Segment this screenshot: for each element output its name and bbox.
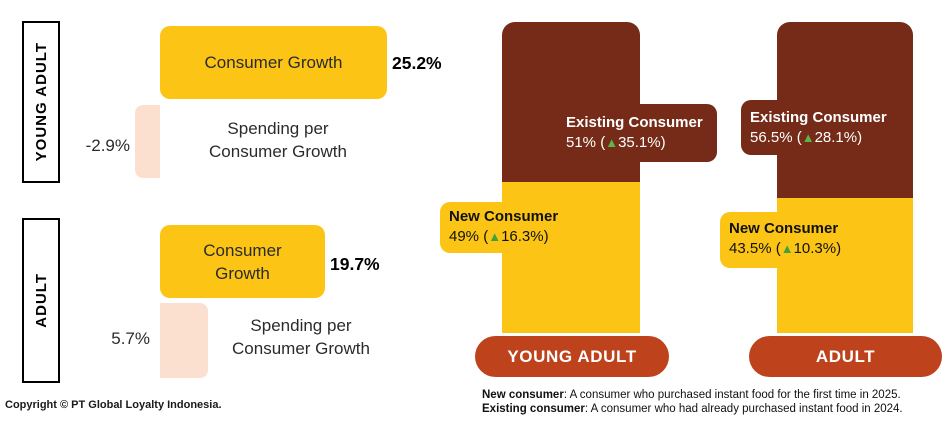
new-consumer-callout-young-adult: New Consumer 49% (▲16.3%) (440, 202, 560, 253)
up-triangle-icon: ▲ (801, 130, 815, 145)
spending-growth-bar-adult (160, 303, 208, 378)
stacked-bar-young-adult (502, 22, 640, 333)
existing-consumer-stat: 56.5% (▲28.1%) (750, 128, 913, 148)
footnote-new-consumer: New consumer: A consumer who purchased i… (482, 389, 903, 403)
spending-growth-label-young-adult: Spending per Consumer Growth (192, 117, 364, 163)
spending-growth-value-adult: 5.7% (111, 329, 150, 348)
spending-label-line1: Spending per (250, 316, 352, 335)
up-triangle-icon: ▲ (605, 135, 619, 150)
footnote-definition: : A consumer who purchased instant food … (563, 389, 901, 401)
existing-consumer-callout-young-adult: Existing Consumer 51% (▲35.1%) (556, 104, 717, 162)
spending-growth-bar-young-adult (135, 105, 160, 178)
stat-suffix: 28.1%) (814, 129, 863, 146)
stat-suffix: 35.1%) (618, 134, 666, 151)
consumer-growth-value-young-adult: 25.2% (392, 53, 442, 73)
consumer-growth-value-adult: 19.7% (330, 254, 380, 274)
existing-consumer-title: Existing Consumer (566, 114, 703, 131)
spending-growth-label-adult: Spending per Consumer Growth (212, 314, 390, 360)
stat-suffix: 10.3%) (793, 240, 842, 257)
spending-label-line1: Spending per (227, 119, 329, 138)
new-consumer-stat: 43.5% (▲10.3%) (729, 239, 842, 259)
group-label-young-adult: YOUNG ADULT (32, 42, 50, 162)
group-label-adult: ADULT (32, 273, 50, 328)
consumer-growth-bar-label: Consumer Growth (204, 53, 343, 72)
consumer-growth-label-line1: Consumer (203, 240, 282, 260)
footnote-term: New consumer (482, 389, 564, 401)
existing-consumer-title: Existing Consumer (750, 109, 887, 126)
spending-growth-value-young-adult: -2.9% (85, 136, 130, 155)
stat-prefix: 43.5% ( (729, 240, 781, 257)
group-label-box-young-adult: YOUNG ADULT (22, 21, 60, 183)
stat-prefix: 49% ( (449, 228, 489, 245)
copyright-text: Copyright © PT Global Loyalty Indonesia. (5, 399, 222, 411)
new-consumer-title: New Consumer (449, 208, 559, 225)
footnotes: New consumer: A consumer who purchased i… (482, 389, 903, 416)
category-pill-young-adult: YOUNG ADULT (475, 336, 669, 377)
footnote-definition: : A consumer who had already purchased i… (584, 402, 903, 415)
up-triangle-icon: ▲ (780, 241, 794, 256)
consumer-growth-label-line2: Growth (215, 263, 270, 283)
footnote-term: Existing consumer (482, 402, 585, 415)
new-consumer-title: New Consumer (729, 220, 839, 237)
up-triangle-icon: ▲ (488, 229, 502, 244)
existing-consumer-callout-adult: Existing Consumer 56.5% (▲28.1%) (741, 100, 913, 155)
spending-label-line2: Consumer Growth (209, 142, 347, 161)
new-consumer-stat: 49% (▲16.3%) (449, 227, 560, 247)
consumer-growth-bar-young-adult: Consumer Growth (160, 26, 387, 99)
category-pill-adult: ADULT (749, 336, 942, 377)
consumer-growth-bar-adult: Consumer Growth (160, 225, 325, 298)
stacked-bar-adult (777, 22, 913, 333)
existing-consumer-stat: 51% (▲35.1%) (566, 133, 717, 153)
stat-suffix: 16.3%) (501, 228, 549, 245)
spending-label-line2: Consumer Growth (232, 339, 370, 358)
group-label-box-adult: ADULT (22, 218, 60, 383)
stat-prefix: 56.5% ( (750, 129, 802, 146)
footnote-existing-consumer: Existing consumer: A consumer who had al… (482, 403, 903, 417)
new-consumer-callout-adult: New Consumer 43.5% (▲10.3%) (720, 212, 842, 268)
consumer-growth-bar-label-adult: Consumer Growth (203, 239, 281, 285)
stat-prefix: 51% ( (566, 134, 606, 151)
